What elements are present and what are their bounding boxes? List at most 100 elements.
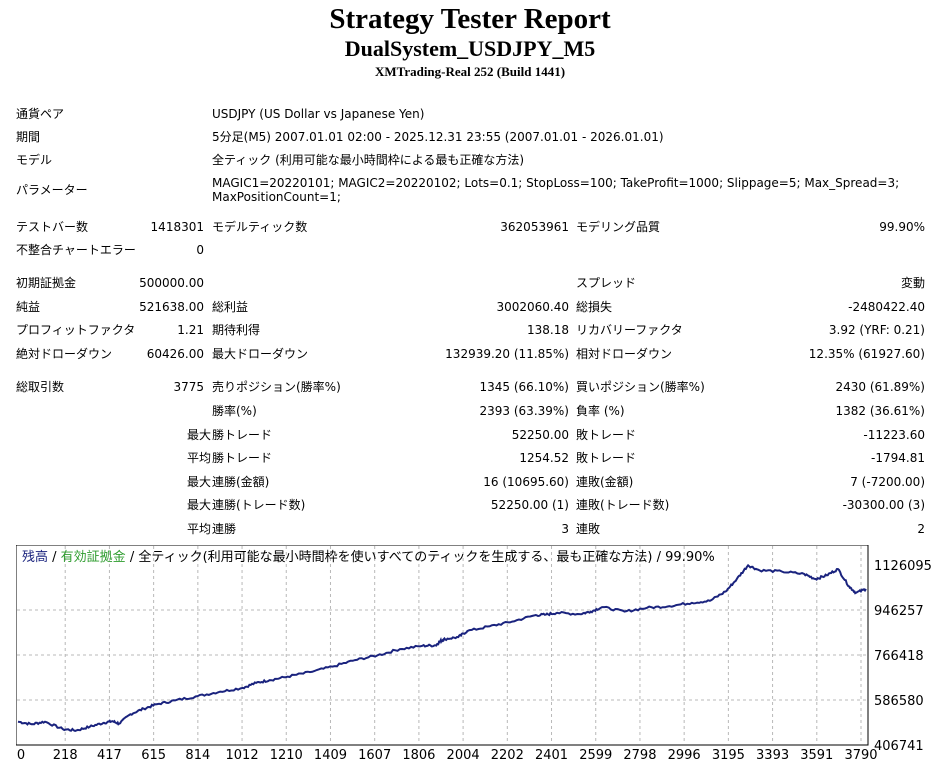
long-positions-label: 買いポジション(勝率%) [576, 380, 705, 394]
x-tick-label: 3591 [800, 748, 833, 761]
largest-loss-value: -11223.60 [863, 428, 925, 442]
total-trades-value: 3775 [173, 380, 204, 394]
cons-wins-count-value: 52250.00 (1) [490, 498, 569, 512]
y-tick-label: 586580 [874, 694, 924, 709]
ticks-label: モデルティック数 [212, 220, 308, 234]
avg-cons-label: 平均 [186, 522, 211, 536]
x-tick-label: 1607 [358, 748, 391, 761]
bars-label: テストバー数 [16, 220, 89, 234]
params-line-1: MAGIC1=20220101; MAGIC2=20220102; Lots=0… [212, 176, 900, 190]
relative-drawdown-label: 相対ドローダウン [576, 347, 673, 361]
cons-wins-amount-value: 16 (10695.60) [483, 475, 569, 489]
x-tick-label: 2401 [535, 748, 568, 761]
win-rate-label: 勝率(%) [212, 404, 257, 418]
short-positions-label: 売りポジション(勝率%) [212, 380, 341, 394]
net-profit-value: 521638.00 [139, 300, 204, 314]
relative-drawdown-value: 12.35% (61927.60) [808, 347, 925, 361]
profit-factor-label: プロフィットファクタ [16, 323, 136, 337]
cons-losses-count-value: -30300.00 (3) [842, 498, 925, 512]
recovery-factor-label: リカバリーファクタ [576, 323, 683, 337]
cons-wins-amount-label: 連勝(金額) [212, 475, 270, 489]
maximal-drawdown-label: 最大ドローダウン [212, 347, 309, 361]
model-value: 全ティック (利用可能な最小時間枠による最も正確な方法) [212, 153, 525, 167]
average-label: 平均 [186, 451, 211, 465]
deposit-value: 500000.00 [139, 276, 204, 290]
bars-value: 1418301 [150, 220, 204, 234]
legend-separator: / [48, 550, 61, 565]
x-tick-label: 3790 [844, 748, 877, 761]
model-label: モデル [16, 153, 53, 167]
net-profit-label: 純益 [16, 300, 41, 314]
pair-label: 通貨ペア [16, 107, 65, 121]
avg-cons-losses-label: 連敗 [576, 522, 601, 536]
x-tick-label: 3195 [712, 748, 745, 761]
cons-wins-count-label: 連勝(トレード数) [212, 498, 306, 512]
max-cons-count-label: 最大 [186, 498, 211, 512]
avg-cons-wins-value: 3 [561, 522, 569, 536]
spread-label: スプレッド [576, 276, 637, 290]
strategy-name: DualSystem_USDJPY_M5 [344, 36, 596, 61]
x-tick-label: 1806 [402, 748, 435, 761]
balance-line [17, 563, 867, 732]
max-cons-amount-label: 最大 [186, 475, 211, 489]
loss-rate-label: 負率 (%) [576, 404, 625, 418]
profit-factor-value: 1.21 [177, 323, 204, 337]
y-tick-label: 766418 [874, 649, 924, 664]
x-tick-label: 2004 [447, 748, 480, 761]
y-tick-label: 406741 [874, 739, 924, 754]
x-tick-label: 814 [185, 748, 210, 761]
x-tick-label: 417 [97, 748, 122, 761]
server-build: XMTrading-Real 252 (Build 1441) [374, 64, 566, 79]
largest-win-value: 52250.00 [511, 428, 569, 442]
expected-payoff-label: 期待利得 [212, 323, 261, 337]
maximal-drawdown-value: 132939.20 (11.85%) [445, 347, 569, 361]
params-label: パラメーター [16, 183, 88, 197]
cons-losses-count-label: 連敗(トレード数) [576, 498, 670, 512]
largest-win-label: 勝トレード [212, 428, 273, 442]
x-tick-label: 1210 [270, 748, 303, 761]
absolute-drawdown-value: 60426.00 [146, 347, 204, 361]
x-tick-label: 2599 [579, 748, 612, 761]
gross-profit-label: 総利益 [212, 300, 249, 314]
legend-equity: 有効証拠金 [60, 550, 126, 565]
report-title: Strategy Tester Report [329, 3, 611, 35]
deposit-label: 初期証拠金 [16, 276, 77, 290]
total-trades-label: 総取引数 [16, 380, 65, 394]
x-tick-label: 218 [53, 748, 78, 761]
x-tick-label: 2996 [668, 748, 701, 761]
largest-loss-label: 敗トレード [576, 428, 637, 442]
cons-losses-amount-value: 7 (-7200.00) [850, 475, 925, 489]
x-tick-label: 1012 [226, 748, 259, 761]
period-value: 5分足(M5) 2007.01.01 02:00 - 2025.12.31 23… [212, 130, 664, 144]
period-label: 期間 [16, 130, 41, 144]
mismatch-value: 0 [196, 243, 204, 257]
avg-cons-wins-label: 連勝 [212, 522, 237, 536]
x-tick-label: 0 [17, 748, 25, 761]
win-rate-value: 2393 (63.39%) [479, 404, 569, 418]
gross-profit-value: 3002060.40 [496, 300, 569, 314]
x-tick-label: 3393 [756, 748, 789, 761]
expected-payoff-value: 138.18 [527, 323, 569, 337]
mismatch-label: 不整合チャートエラー [16, 243, 136, 257]
absolute-drawdown-label: 絶対ドローダウン [16, 347, 113, 361]
x-tick-label: 615 [141, 748, 166, 761]
spread-value: 変動 [900, 276, 925, 290]
long-positions-value: 2430 (61.89%) [835, 380, 925, 394]
avg-cons-losses-value: 2 [917, 522, 925, 536]
balance-chart: 1126095 946257 766418 586580 406741 0 218 417 6… [16, 545, 932, 761]
y-tick-label: 946257 [874, 604, 924, 619]
pair-value: USDJPY (US Dollar vs Japanese Yen) [212, 107, 425, 121]
x-tick-label: 1409 [314, 748, 347, 761]
average-win-label: 勝トレード [212, 451, 273, 465]
quality-value: 99.90% [879, 220, 925, 234]
ticks-value: 362053961 [500, 220, 569, 234]
chart-legend: 残高 / 有効証拠金 / 全ティック(利用可能な最小時間枠を使いすべてのティック… [22, 550, 715, 566]
gross-loss-label: 総損失 [576, 300, 613, 314]
x-tick-label: 2202 [491, 748, 524, 761]
loss-rate-value: 1382 (36.61%) [835, 404, 925, 418]
average-loss-value: -1794.81 [871, 451, 925, 465]
legend-balance: 残高 [22, 550, 49, 565]
x-tick-label: 2798 [623, 748, 656, 761]
gross-loss-value: -2480422.40 [848, 300, 925, 314]
average-loss-label: 敗トレード [576, 451, 637, 465]
